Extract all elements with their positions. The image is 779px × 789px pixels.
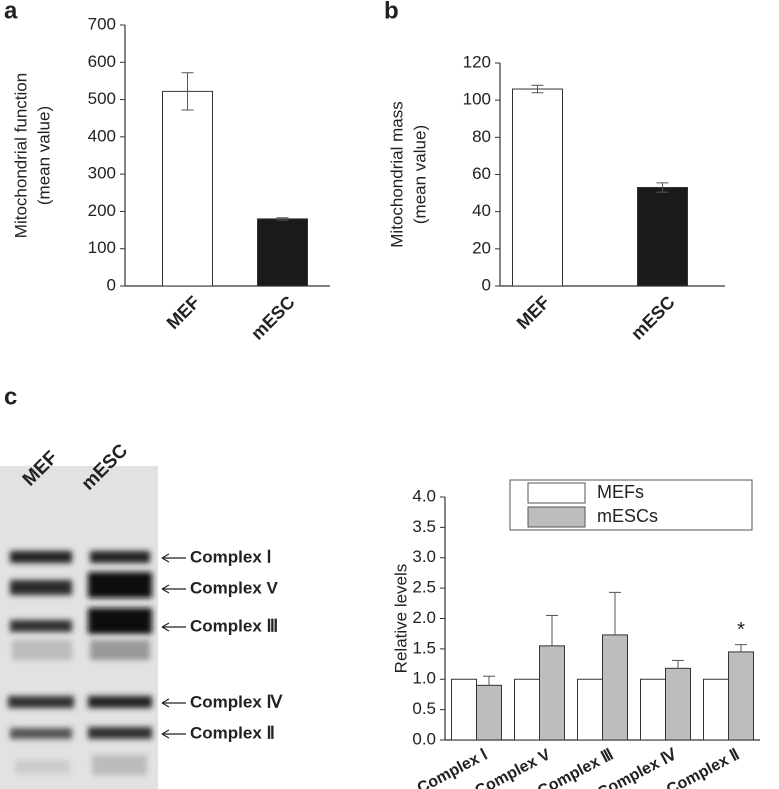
error-bar (609, 591, 621, 635)
error-bar (531, 84, 544, 94)
x-tick-label: Complex Ⅱ (664, 746, 743, 789)
blot-bands (8, 551, 152, 775)
bar (512, 88, 563, 287)
bar (665, 667, 691, 741)
legend-swatch (527, 482, 586, 504)
x-tick-label: MEF (163, 292, 204, 333)
bar (476, 684, 502, 741)
annotation: * (737, 619, 745, 641)
bar (728, 651, 754, 741)
bar (577, 678, 603, 741)
y-tick-label: 3.0 (412, 547, 436, 566)
y-tick-label: 2.5 (412, 578, 436, 597)
y-tick-label: 500 (88, 89, 116, 108)
bar (640, 678, 666, 741)
bar (539, 645, 565, 741)
band-arrowhead (161, 698, 170, 708)
band-label: Complex Ⅲ (190, 616, 278, 635)
x-tick-label: mESC (247, 292, 299, 344)
y-tick-label: 600 (88, 52, 116, 71)
panel-label: b (384, 0, 399, 24)
y-tick-label: 60 (472, 164, 491, 183)
y-tick-label: 0.5 (412, 699, 436, 718)
legend-swatch (527, 506, 586, 528)
x-tick-label: MEF (513, 292, 554, 333)
y-axis-label: (mean value) (410, 125, 429, 224)
band-label: Complex Ⅱ (190, 723, 275, 742)
panel-label: a (4, 0, 18, 24)
y-tick-label: 100 (88, 238, 116, 257)
y-tick-label: 0 (107, 275, 116, 294)
band-arrowhead (161, 622, 170, 632)
y-tick-label: 300 (88, 164, 116, 183)
y-tick-label: 4.0 (412, 486, 436, 505)
band-label: Complex V (190, 578, 279, 597)
y-tick-label: 0.0 (412, 729, 436, 748)
bar (162, 90, 213, 287)
band-arrowhead (161, 553, 170, 563)
error-bar (276, 217, 289, 221)
bar (703, 678, 729, 741)
y-axis-label: Mitochondrial mass (387, 101, 406, 247)
y-tick-label: 1.5 (412, 638, 436, 657)
y-tick-label: 200 (88, 201, 116, 220)
error-bar (656, 182, 669, 193)
y-axis-label: Relative levels (391, 564, 410, 674)
band-arrowhead (161, 584, 170, 594)
western-blot (0, 466, 158, 789)
y-tick-label: 2.0 (412, 608, 436, 627)
error-bar (672, 659, 684, 669)
legend-label: mESCs (597, 506, 658, 526)
y-tick-label: 1.0 (412, 669, 436, 688)
y-tick-label: 700 (88, 14, 116, 33)
y-tick-label: 40 (472, 201, 491, 220)
bar (602, 634, 628, 741)
panel-label: c (4, 383, 17, 410)
y-axis-label: (mean value) (34, 106, 53, 205)
bar (257, 218, 308, 287)
y-tick-label: 400 (88, 126, 116, 145)
band-arrowhead (161, 729, 170, 739)
y-tick-label: 100 (463, 90, 491, 109)
y-axis-label: Mitochondrial function (11, 73, 30, 238)
x-tick-label: mESC (627, 292, 679, 344)
error-bar (546, 614, 558, 646)
y-tick-label: 120 (463, 52, 491, 71)
y-tick-label: 3.5 (412, 517, 436, 536)
error-bar (735, 644, 747, 652)
bar (637, 187, 688, 287)
band-label: Complex Ⅳ (190, 692, 284, 711)
legend: MEFs mESCs (509, 479, 753, 531)
y-tick-label: 0 (482, 275, 491, 294)
bar (451, 678, 477, 741)
bar (514, 678, 540, 741)
y-tick-label: 80 (472, 127, 491, 146)
error-bar (483, 675, 495, 686)
band-label: Complex Ⅰ (190, 547, 272, 566)
y-tick-label: 20 (472, 238, 491, 257)
legend-label: MEFs (597, 482, 644, 502)
error-bar (181, 72, 194, 111)
